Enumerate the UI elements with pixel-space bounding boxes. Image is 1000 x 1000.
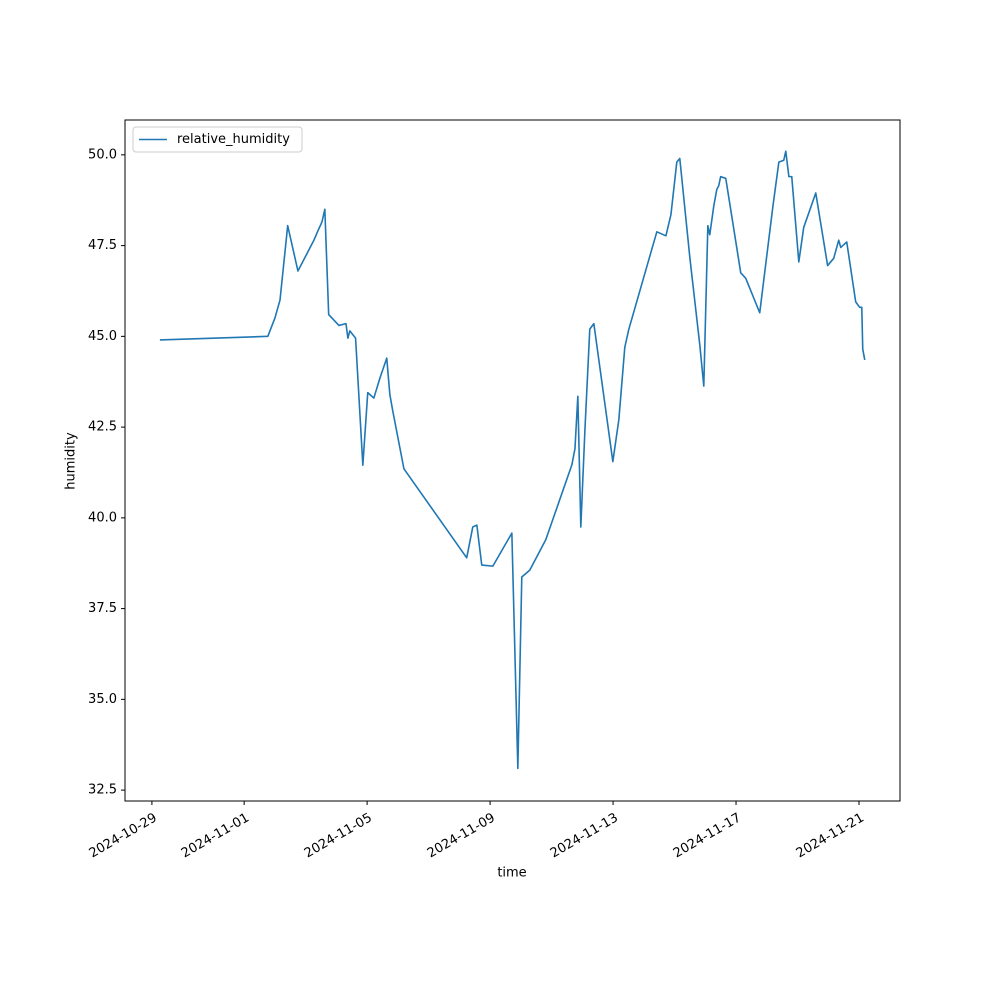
plot-frame [124, 119, 901, 802]
y-tick-label: 45.0 [88, 329, 117, 344]
x-tick-label: 2024-11-17 [671, 811, 744, 862]
x-tick-label: 2024-11-01 [179, 811, 252, 862]
y-tick-label: 35.0 [88, 692, 117, 707]
y-tick-label: 42.5 [88, 420, 117, 435]
x-tick-label: 2024-11-21 [794, 811, 867, 862]
y-tick-label: 32.5 [88, 783, 117, 798]
y-tick-label: 47.5 [88, 238, 117, 253]
y-tick-label: 50.0 [88, 147, 117, 162]
x-tick-label: 2024-11-05 [302, 811, 375, 862]
line [159, 150, 866, 770]
y-tick-label: 37.5 [88, 601, 117, 616]
y-axis-label: humidity [64, 432, 79, 490]
x-tick-label: 2024-10-29 [87, 811, 160, 862]
legend-label: relative_humidity [177, 132, 290, 147]
legend-box [132, 126, 303, 153]
y-tick-label: 40.0 [88, 510, 117, 525]
x-tick-label: 2024-11-13 [548, 811, 621, 862]
x-axis-label: time [497, 866, 526, 881]
x-tick-label: 2024-11-09 [425, 811, 498, 862]
